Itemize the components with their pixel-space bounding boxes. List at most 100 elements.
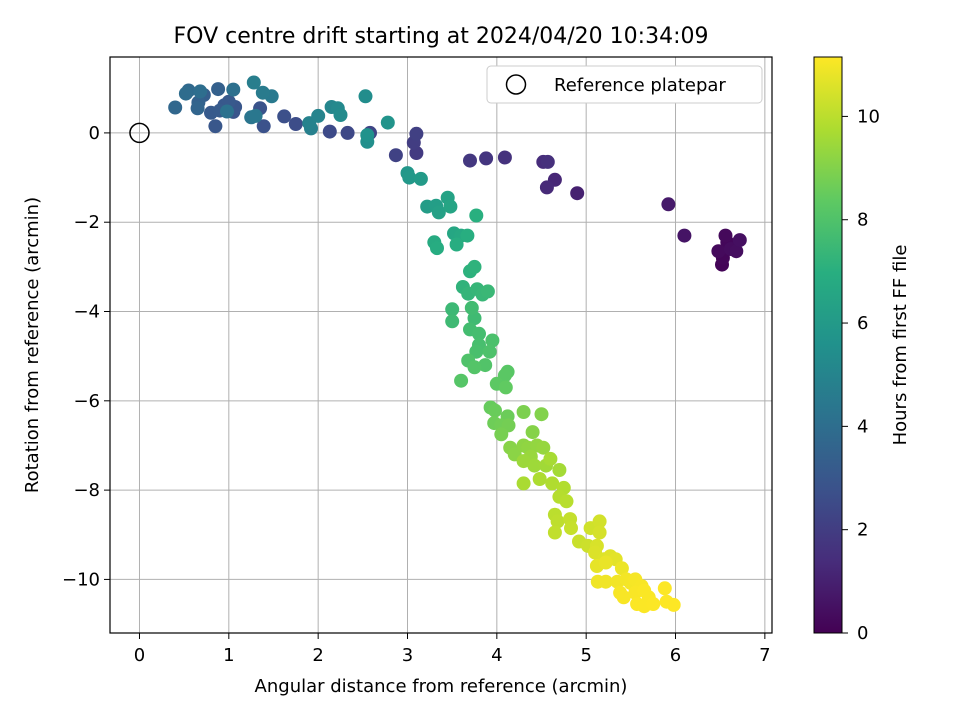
data-point	[193, 84, 208, 99]
data-point	[322, 124, 337, 139]
data-point	[598, 555, 613, 570]
x-tick-label: 0	[134, 645, 145, 666]
x-tick-label: 5	[580, 645, 591, 666]
data-point	[525, 425, 540, 440]
data-point	[256, 119, 271, 134]
data-point	[469, 344, 484, 359]
x-tick-label: 1	[223, 645, 234, 666]
data-point	[478, 358, 493, 373]
data-point	[540, 154, 555, 169]
data-point	[498, 380, 513, 395]
x-tick-label: 6	[670, 645, 681, 666]
data-point	[288, 117, 303, 131]
x-axis-label: Angular distance from reference (arcmin)	[255, 676, 628, 697]
data-point	[657, 581, 672, 596]
y-tick-label: −8	[73, 480, 100, 501]
data-point	[380, 115, 395, 130]
data-point	[480, 284, 495, 299]
data-point	[430, 241, 444, 256]
data-point	[445, 314, 460, 329]
data-point	[677, 228, 692, 243]
colorbar-tick-label: 8	[857, 210, 868, 231]
data-point	[570, 186, 585, 201]
data-point	[445, 302, 460, 317]
data-point	[482, 344, 497, 359]
data-point	[479, 151, 494, 166]
data-point	[413, 171, 428, 186]
data-point	[472, 326, 486, 341]
y-axis-ticks: −10 −8 −6 −4 −2 0	[62, 123, 110, 590]
data-point	[516, 476, 531, 491]
data-point	[488, 403, 502, 418]
y-tick-label: −10	[62, 569, 100, 590]
data-point	[409, 126, 424, 141]
data-point	[211, 82, 226, 97]
y-tick-label: −4	[73, 302, 100, 323]
data-point	[246, 75, 261, 90]
data-point	[497, 150, 512, 165]
data-point	[464, 300, 479, 315]
y-tick-label: −2	[73, 212, 100, 233]
data-point	[711, 244, 726, 259]
colorbar-tick-label: 0	[857, 623, 868, 644]
data-point	[718, 228, 733, 243]
data-point	[559, 494, 574, 509]
data-point	[527, 458, 542, 473]
data-point	[248, 108, 263, 123]
data-point	[516, 405, 531, 419]
data-point	[220, 104, 234, 119]
data-point	[666, 597, 681, 612]
legend-box	[486, 65, 763, 104]
data-point	[340, 125, 355, 140]
legend: Reference platepar	[486, 65, 763, 104]
data-point	[443, 199, 458, 214]
x-tick-label: 7	[759, 645, 770, 666]
chart-title: FOV centre drift starting at 2024/04/20 …	[174, 24, 709, 49]
data-point	[449, 237, 464, 252]
data-point	[208, 119, 223, 134]
data-point	[729, 244, 744, 259]
data-point	[168, 100, 183, 115]
data-point	[564, 521, 578, 536]
data-point	[532, 472, 547, 486]
data-point	[536, 440, 551, 455]
x-tick-label: 3	[402, 645, 413, 666]
data-point	[547, 525, 562, 540]
data-point	[614, 561, 629, 576]
reference-marker	[129, 122, 150, 144]
plot-frame	[109, 56, 773, 634]
data-point	[646, 597, 661, 611]
reference-point	[129, 122, 150, 144]
data-point	[311, 108, 326, 123]
colorbar-ticks: 0 2 4 6 8 10	[842, 106, 880, 644]
colorbar-tick-label: 6	[857, 313, 868, 334]
data-point	[402, 170, 417, 185]
data-point	[592, 525, 607, 540]
y-tick-label: −6	[73, 391, 100, 412]
data-point	[552, 463, 567, 477]
data-point	[534, 407, 549, 422]
colorbar-tick-label: 4	[857, 416, 868, 437]
data-point	[467, 360, 482, 375]
data-point	[469, 208, 484, 223]
colorbar	[813, 56, 843, 634]
data-point	[543, 451, 558, 466]
data-point	[431, 205, 446, 220]
data-point	[358, 89, 373, 104]
data-point	[494, 427, 509, 442]
data-point	[467, 259, 482, 274]
data-point	[616, 590, 631, 605]
data-point	[661, 197, 676, 212]
data-point	[226, 82, 241, 97]
data-point	[463, 153, 477, 168]
data-point	[592, 514, 607, 529]
x-tick-label: 4	[491, 645, 502, 666]
data-point	[190, 101, 205, 116]
x-axis-ticks: 0 1 2 3 4 5 6 7	[134, 633, 771, 666]
data-point	[277, 109, 292, 124]
data-point	[598, 574, 613, 589]
data-point	[485, 333, 500, 348]
data-points	[168, 75, 747, 614]
data-point	[360, 128, 375, 143]
